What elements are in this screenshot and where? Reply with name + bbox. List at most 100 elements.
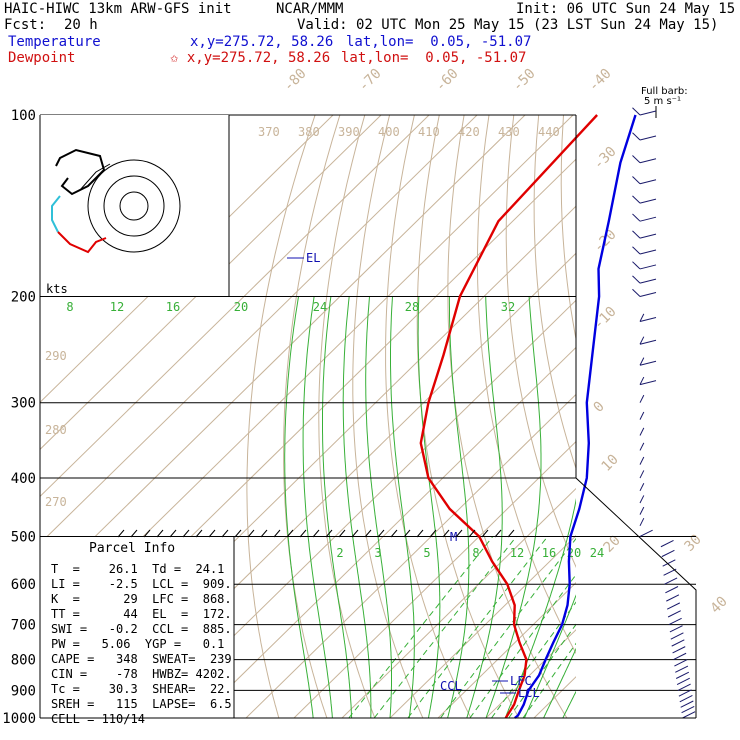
wind-barb bbox=[639, 529, 653, 537]
wind-barb bbox=[639, 483, 645, 492]
hatch-mark bbox=[442, 529, 450, 538]
mixing-ratio-line bbox=[407, 536, 548, 718]
hatch-mark bbox=[208, 529, 216, 538]
isotherm-line bbox=[389, 534, 576, 718]
moist-adiabat bbox=[582, 297, 740, 719]
parcel-info-row: SREH = 115 LAPSE= 6.5 bbox=[51, 697, 232, 711]
hatch-mark bbox=[260, 529, 268, 538]
hodograph-trace-low bbox=[51, 195, 61, 233]
wind-barb bbox=[664, 577, 678, 585]
mixing-ratio-line bbox=[469, 573, 576, 718]
theta-label: 380 bbox=[298, 125, 320, 139]
pressure-label: 1000 bbox=[2, 711, 36, 727]
wind-barb bbox=[632, 132, 641, 141]
wind-barb-flag bbox=[639, 233, 657, 239]
parcel-info-row: CIN = -78 HWBZ= 4202. bbox=[51, 667, 232, 681]
parcel-box-background bbox=[40, 537, 234, 718]
hatch-mark bbox=[390, 529, 398, 538]
wind-barb bbox=[639, 336, 645, 345]
hodograph-background bbox=[40, 115, 229, 296]
wind-barb bbox=[639, 376, 645, 385]
wind-barb bbox=[632, 155, 641, 164]
mixing-ratio-label: 16 bbox=[542, 546, 556, 560]
isotherm-label: 40 bbox=[708, 594, 731, 617]
mixing-ratio-label: 12 bbox=[510, 546, 524, 560]
theta-label: 400 bbox=[378, 125, 400, 139]
pressure-label: 200 bbox=[11, 290, 36, 306]
hatch-mark bbox=[273, 529, 281, 538]
hodograph-ring bbox=[87, 159, 181, 253]
wind-barb bbox=[639, 495, 645, 504]
isotherm-label: -40 bbox=[586, 66, 615, 95]
pressure-label: 700 bbox=[11, 618, 36, 634]
isotherm-label: 10 bbox=[599, 452, 622, 475]
parcel-info-row: CAPE = 348 SWEAT= 239 bbox=[51, 652, 232, 666]
isotherm-line bbox=[40, 115, 334, 404]
wind-barb bbox=[678, 689, 692, 697]
wind-barb bbox=[669, 625, 683, 633]
wind-barb bbox=[632, 246, 641, 255]
hatch-mark bbox=[156, 529, 164, 538]
parcel-info-row: CELL = 110/14 bbox=[51, 712, 145, 726]
wind-barb bbox=[672, 646, 686, 654]
hodograph-ring bbox=[119, 191, 149, 221]
wind-barb bbox=[639, 394, 645, 403]
wind-barb bbox=[682, 711, 696, 719]
pressure-label: 900 bbox=[11, 683, 36, 699]
hatch-mark bbox=[182, 529, 190, 538]
hodograph-ticks bbox=[79, 163, 111, 191]
m-label: M bbox=[450, 530, 457, 544]
isotherm-line bbox=[533, 676, 576, 718]
hodograph-trace-surface bbox=[57, 231, 107, 254]
moist-adiabat-label: 24 bbox=[313, 300, 327, 314]
isotherm-line bbox=[40, 115, 478, 545]
mixing-ratio-line bbox=[348, 536, 494, 718]
wind-barb bbox=[632, 195, 641, 204]
dry-adiabat bbox=[663, 115, 740, 731]
isotherm-label: -60 bbox=[433, 66, 462, 95]
barb-legend-unit: 5 m s⁻¹ bbox=[644, 96, 681, 107]
parcel-info-title: Parcel Info bbox=[89, 541, 175, 556]
dry-adiabat bbox=[416, 115, 520, 718]
isotherm-label: -50 bbox=[510, 66, 539, 95]
hatch-mark bbox=[416, 529, 424, 538]
theta-label: 410 bbox=[418, 125, 440, 139]
wind-barb bbox=[632, 261, 641, 270]
hatch-mark bbox=[429, 529, 437, 538]
wind-barb bbox=[680, 700, 694, 708]
frame-right-skew bbox=[575, 477, 697, 718]
hatch-mark bbox=[247, 529, 255, 538]
wind-barb-flag bbox=[639, 380, 657, 386]
moist-adiabat bbox=[447, 296, 470, 718]
parcel-info-row: PW = 5.06 YGP = 0.1 bbox=[51, 637, 224, 651]
wind-barb bbox=[632, 288, 641, 297]
moist-adiabat bbox=[302, 296, 333, 718]
wind-barb bbox=[661, 549, 675, 558]
moist-adiabat bbox=[322, 296, 353, 718]
wind-barb bbox=[662, 559, 676, 567]
moist-adiabat bbox=[485, 296, 542, 718]
wind-barb bbox=[666, 594, 680, 602]
wind-barb bbox=[666, 602, 681, 610]
series-temperature bbox=[514, 114, 637, 719]
level-label: EL bbox=[306, 251, 320, 265]
theta-label: 430 bbox=[498, 125, 520, 139]
theta-label: 390 bbox=[338, 125, 360, 139]
moist-adiabat bbox=[342, 296, 372, 718]
theta-label: 370 bbox=[258, 125, 280, 139]
parcel-info-row: T = 26.1 Td = 24.1 bbox=[51, 562, 224, 576]
mixing-ratio-label: 24 bbox=[590, 546, 604, 560]
moist-adiabat bbox=[284, 296, 314, 718]
wind-barb-flag bbox=[639, 339, 657, 345]
wind-barb bbox=[681, 705, 695, 714]
isotherm-line bbox=[582, 115, 740, 718]
wind-barb bbox=[639, 411, 645, 420]
hatch-mark bbox=[143, 529, 151, 538]
wind-barb bbox=[671, 639, 685, 647]
hatch-mark bbox=[234, 529, 242, 538]
moist-adiabat bbox=[417, 296, 441, 718]
ccl-label: CCL bbox=[440, 679, 462, 693]
hatch-mark bbox=[351, 529, 359, 538]
